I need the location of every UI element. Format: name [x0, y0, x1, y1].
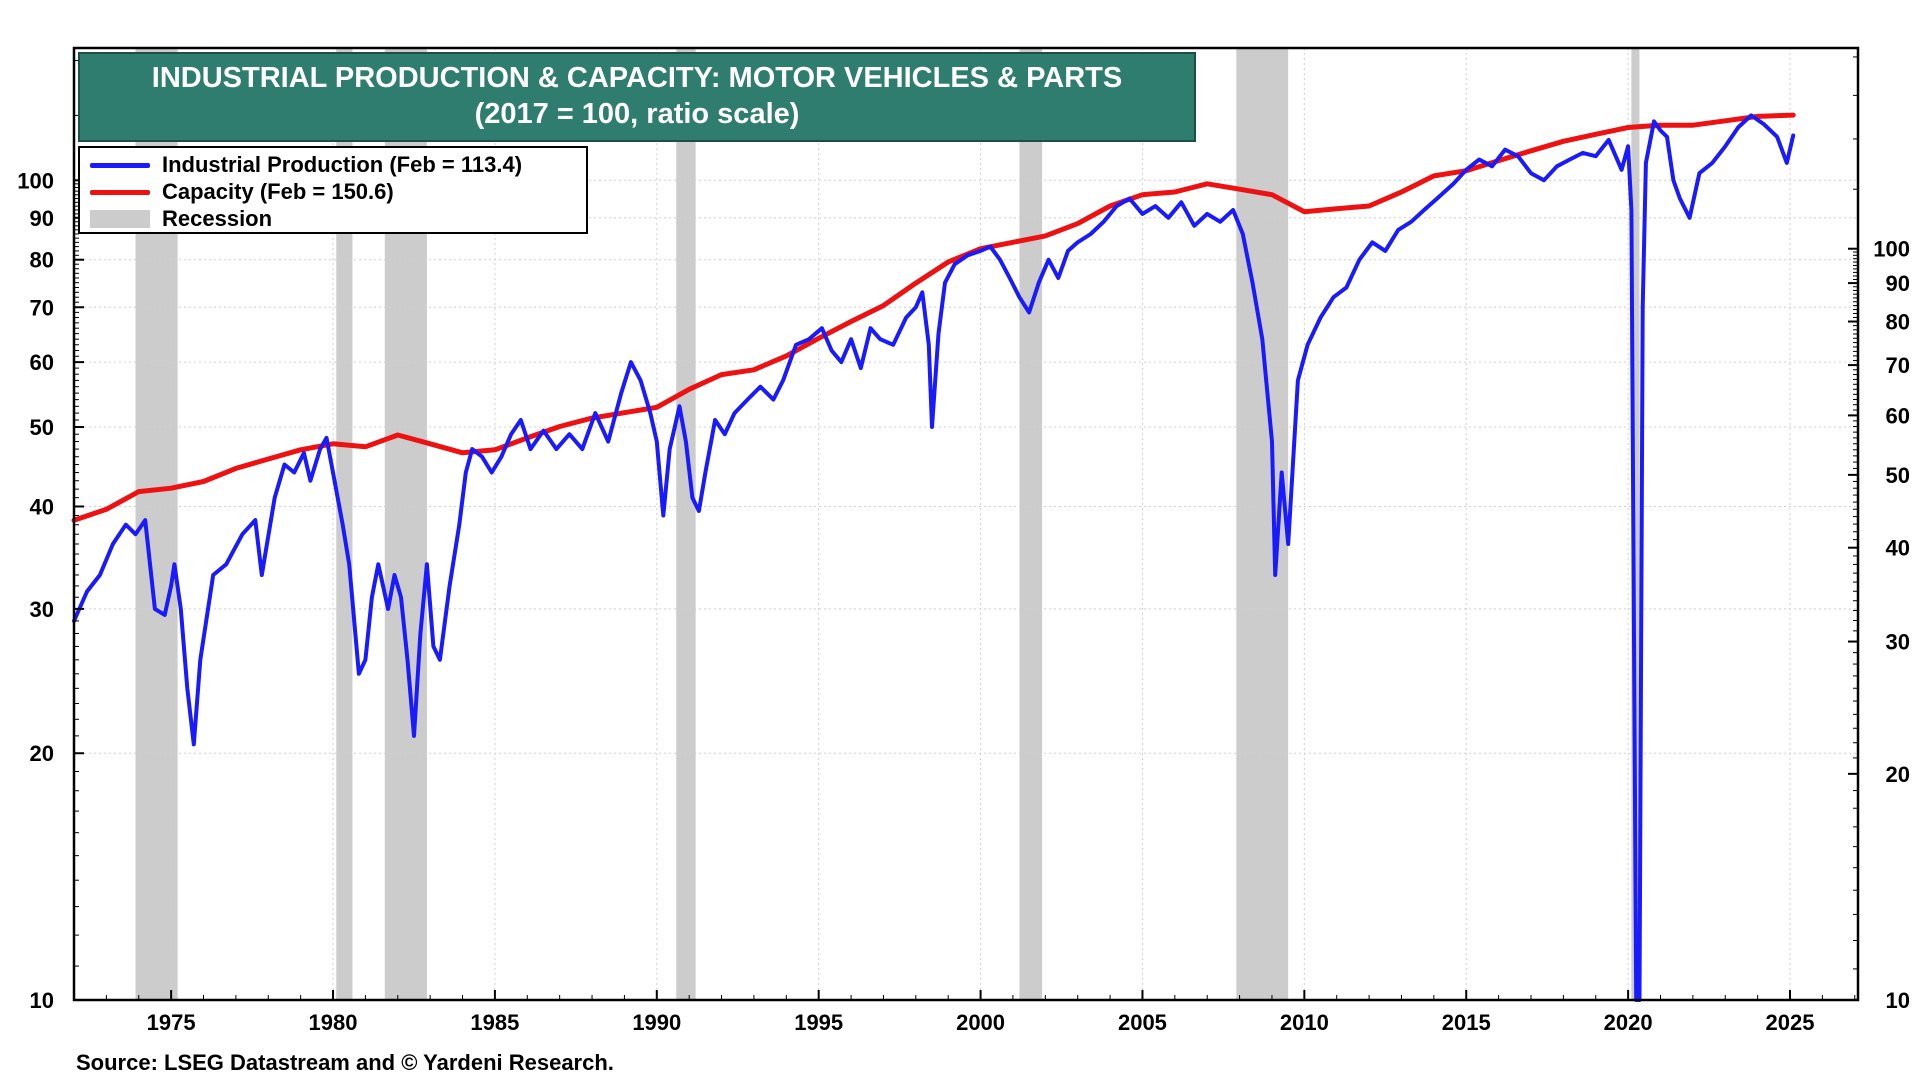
right-tick-label-8: 90 [1886, 271, 1910, 296]
recession-band-3 [676, 48, 696, 1000]
right-tick-label-4: 50 [1886, 463, 1910, 488]
right-tick-label-2: 30 [1886, 630, 1910, 655]
left-tick-label-0: 10 [30, 988, 54, 1013]
legend: Industrial Production (Feb = 113.4) Capa… [78, 146, 588, 234]
left-tick-label-8: 90 [30, 206, 54, 231]
recession-band-4 [1019, 48, 1043, 1000]
x-axis: 1975 1980 1985 1990 1995 2000 2005 2010 2015 2020… [73, 990, 1856, 1035]
right-tick-label-5: 60 [1886, 403, 1910, 428]
x-tick-label-0: 1975 [147, 1010, 196, 1035]
left-tick-label-5: 60 [30, 350, 54, 375]
recession-band-6 [1631, 48, 1640, 1000]
left-tick-label-2: 30 [30, 597, 54, 622]
left-tick-label-9: 100 [17, 168, 54, 193]
x-tick-label-2: 1985 [470, 1010, 519, 1035]
legend-swatch-capacity [90, 189, 150, 195]
legend-item-capacity: Capacity (Feb = 150.6) [90, 179, 394, 205]
x-tick-label-10: 2025 [1766, 1010, 1815, 1035]
x-tick-label-9: 2020 [1604, 1010, 1653, 1035]
left-tick-label-1: 20 [30, 741, 54, 766]
left-tick-label-7: 80 [30, 248, 54, 273]
right-axis: 10 20 30 40 50 60 70 80 90 100 [1848, 56, 1910, 1013]
series-line-capacity [71, 112, 1796, 523]
x-tick-label-8: 2015 [1442, 1010, 1491, 1035]
legend-item-recession: Recession [90, 206, 272, 232]
right-tick-label-1: 20 [1886, 762, 1910, 787]
legend-swatch-recession [90, 210, 150, 228]
left-tick-label-4: 50 [30, 415, 54, 440]
x-tick-label-3: 1990 [632, 1010, 681, 1035]
x-tick-label-6: 2005 [1118, 1010, 1167, 1035]
legend-label-capacity: Capacity (Feb = 150.6) [162, 179, 394, 204]
series-line-industrial-production [72, 113, 1796, 1002]
legend-item-industrial-production: Industrial Production (Feb = 113.4) [90, 152, 522, 178]
x-tick-label-7: 2010 [1280, 1010, 1329, 1035]
x-tick-label-4: 1995 [794, 1010, 843, 1035]
legend-swatch-industrial-production [90, 162, 150, 168]
left-tick-label-6: 70 [30, 295, 54, 320]
chart-subtitle: (2017 = 100, ratio scale) [474, 98, 800, 130]
right-tick-label-6: 70 [1886, 353, 1910, 378]
legend-label-recession: Recession [162, 206, 273, 231]
right-tick-label-0: 10 [1886, 988, 1910, 1013]
x-tick-label-5: 2000 [956, 1010, 1005, 1035]
chart-title: INDUSTRIAL PRODUCTION & CAPACITY: MOTOR … [151, 62, 1123, 94]
left-tick-label-3: 40 [30, 494, 54, 519]
series-lines [71, 112, 1796, 1002]
right-tick-label-7: 80 [1886, 310, 1910, 335]
x-tick-label-1: 1980 [309, 1010, 358, 1035]
chart-title-box: INDUSTRIAL PRODUCTION & CAPACITY: MOTOR … [78, 52, 1196, 142]
right-tick-label-3: 40 [1886, 536, 1910, 561]
source-note: Source: LSEG Datastream and © Yardeni Re… [76, 1050, 614, 1075]
right-tick-label-9: 100 [1873, 237, 1910, 262]
left-axis: 10 20 30 40 50 60 70 80 90 100 [17, 59, 84, 1013]
legend-label-industrial-production: Industrial Production (Feb = 113.4) [162, 152, 523, 177]
